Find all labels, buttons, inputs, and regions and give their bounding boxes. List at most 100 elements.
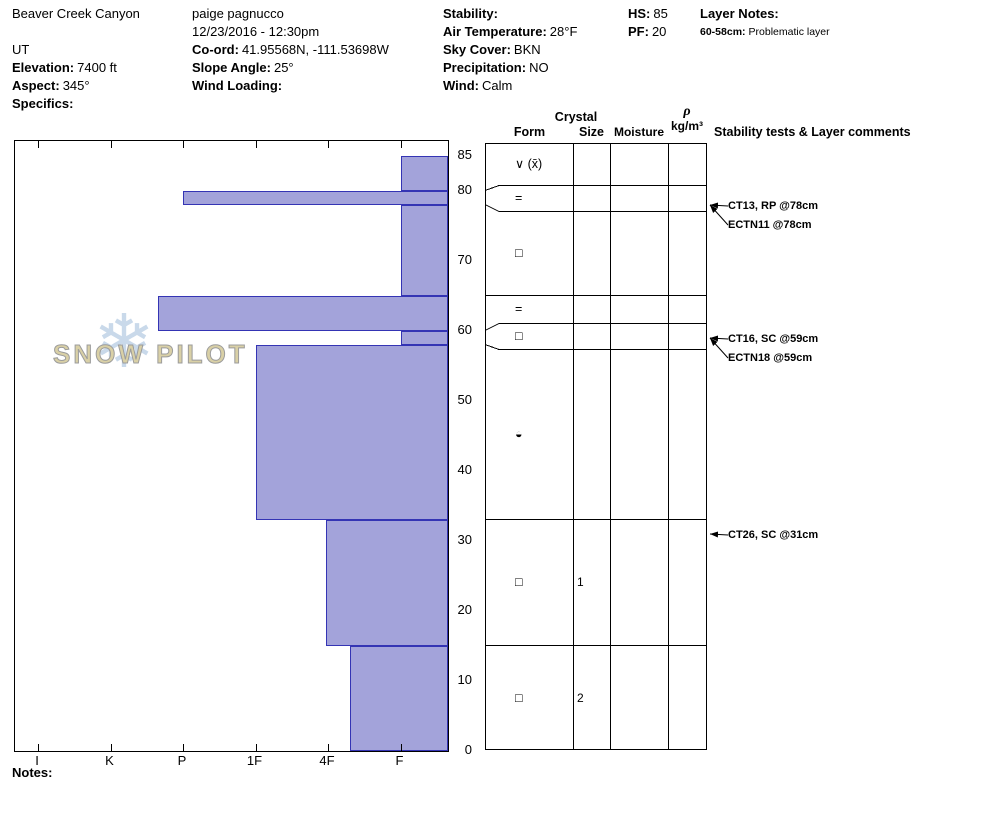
wind-label: Wind: xyxy=(443,78,479,93)
depth-tick-label: 30 xyxy=(457,532,472,547)
pf-label: PF: xyxy=(628,24,649,39)
crystal-form-symbol: ◒ xyxy=(515,427,523,441)
precipitation-value: NO xyxy=(529,60,549,75)
depth-tick-label: 40 xyxy=(457,462,472,477)
annotation-arrows xyxy=(709,202,729,538)
depth-tick-label: 60 xyxy=(457,322,472,337)
hardness-tick-top xyxy=(255,141,257,148)
precipitation-label: Precipitation: xyxy=(443,60,527,75)
slope-angle-label: Slope Angle: xyxy=(192,60,271,75)
sky-cover-value: BKN xyxy=(513,42,541,57)
hardness-tick-label: F xyxy=(395,753,404,768)
coordinates: Co-ord: 41.95568N, -111.53698W xyxy=(192,41,389,59)
observer-name: paige pagnucco xyxy=(192,6,284,21)
comments-column-header: Stability tests & Layer comments xyxy=(714,125,911,139)
sky-cover: Sky Cover: BKN xyxy=(443,41,577,59)
layer-notes-label: Layer Notes: xyxy=(700,6,779,21)
crystal-form-symbol: □ xyxy=(515,246,523,260)
header-weather-column: Stability: Air Temperature: 28°F Sky Cove… xyxy=(443,5,577,95)
depth-tick-label: 10 xyxy=(457,672,472,687)
hardness-tick-bottom xyxy=(38,744,39,751)
hardness-tick-top xyxy=(328,141,329,148)
stability-test-annotation: CT13, RP @78cm xyxy=(728,200,819,212)
coord-label: Co-ord: xyxy=(192,42,239,57)
hardness-tick-bottom xyxy=(328,744,329,751)
header-hs-pf-column: HS: 85 PF: 20 xyxy=(628,5,668,41)
hardness-tick-bottom xyxy=(400,744,402,751)
air-temp-value: 28°F xyxy=(549,24,578,39)
depth-tick-label: 70 xyxy=(457,252,472,267)
hardness-tick-label: I xyxy=(35,753,39,768)
observation-datetime: 12/23/2016 - 12:30pm xyxy=(192,24,320,39)
stability-test-annotation: CT16, SC @59cm xyxy=(728,333,819,345)
aspect-label: Aspect: xyxy=(12,78,60,93)
hardness-bar-33-15 xyxy=(325,520,448,646)
layer-note-depth: 60-58cm: xyxy=(700,26,746,38)
stability-test-annotation: CT26, SC @31cm xyxy=(728,529,819,541)
hardness-tick-bottom xyxy=(110,744,112,751)
hardness-bar-58-33 xyxy=(255,345,448,520)
header-observer-column: paige pagnucco 12/23/2016 - 12:30pm Co-o… xyxy=(192,5,389,95)
depth-axis: 85 80 70 60 50 40 30 20 10 0 xyxy=(447,140,474,757)
sky-cover-label: Sky Cover: xyxy=(443,42,511,57)
hardness-axis: I K P 1F 4F F xyxy=(14,752,447,768)
thin-layer-connector xyxy=(485,323,500,331)
notes-label: Notes: xyxy=(12,765,53,780)
crystal-form-symbol: ∨ (x̄) xyxy=(515,157,543,171)
stability-test-arrow xyxy=(709,531,729,538)
grain-size-value: 1 xyxy=(577,575,584,589)
grain-size-value: 2 xyxy=(577,690,584,705)
stability-test-arrow xyxy=(709,337,729,359)
elevation-label: Elevation: xyxy=(12,60,75,75)
depth-tick-label: 0 xyxy=(464,742,472,757)
specifics-label: Specifics: xyxy=(12,96,74,111)
depth-tick-label: 20 xyxy=(457,602,472,617)
stability-test-arrow xyxy=(709,204,729,226)
wind-loading-label: Wind Loading: xyxy=(192,78,283,93)
snowflake-icon: ❄ xyxy=(93,300,156,383)
wind-value: Calm xyxy=(481,78,513,93)
depth-tick-label: 80 xyxy=(457,182,472,197)
size-column-header: Size xyxy=(578,125,604,139)
header-layer-notes-column: Layer Notes: 60-58cm: Problematic layer xyxy=(700,5,830,41)
hs-label: HS: xyxy=(628,6,651,21)
hs-value: 85 xyxy=(653,6,668,21)
state: UT xyxy=(12,42,30,57)
layer-note: 60-58cm: Problematic layer xyxy=(700,23,830,41)
stability-label: Stability: xyxy=(443,6,498,21)
aspect-value: 345° xyxy=(62,78,90,93)
stability-test-arrow xyxy=(709,335,729,342)
site-name: Beaver Creek Canyon xyxy=(12,6,140,21)
hardness-tick-top xyxy=(183,141,184,148)
moisture-column-header: Moisture xyxy=(613,125,664,139)
hardness-tick-bottom xyxy=(183,744,184,751)
form-column-header: Form xyxy=(513,125,546,139)
thin-layer-connector xyxy=(485,344,500,350)
crystal-form-symbol: □ xyxy=(515,690,523,705)
header-location-column: Beaver Creek Canyon UT Elevation: 7400 ft… xyxy=(12,5,140,113)
stability-comments-column: CT13, RP @78cm ECTN11 @78cm CT16, SC @59cm… xyxy=(706,140,994,751)
elevation: Elevation: 7400 ft xyxy=(12,59,140,77)
depth-tick-label: 50 xyxy=(457,392,472,407)
hardness-tick-label: 1F xyxy=(246,753,263,768)
hardness-tick-top xyxy=(110,141,112,148)
hardness-bar-65-60 xyxy=(158,296,448,331)
hardness-bar-60-58 xyxy=(400,331,448,345)
header-spacer xyxy=(12,23,140,41)
aspect: Aspect: 345° xyxy=(12,77,140,95)
layer-note-text: Problematic layer xyxy=(748,26,830,38)
snowpilot-watermark: SNOW PILOT xyxy=(53,339,248,370)
hardness-profile-chart: ❄ SNOW PILOT xyxy=(14,140,449,752)
thin-layer-connector xyxy=(485,185,500,191)
wind: Wind: Calm xyxy=(443,77,577,95)
snow-height: HS: 85 xyxy=(628,5,668,23)
hardness-tick-top xyxy=(38,141,39,148)
density-symbol-header: ρ xyxy=(683,104,691,119)
crystal-form-symbol: □ xyxy=(515,575,523,589)
elevation-value: 7400 ft xyxy=(77,60,117,75)
hardness-tick-top xyxy=(400,141,402,148)
air-temp-label: Air Temperature: xyxy=(443,24,547,39)
hardness-tick-label: 4F xyxy=(319,753,335,768)
stability-test-annotation: ECTN11 @78cm xyxy=(728,219,812,231)
